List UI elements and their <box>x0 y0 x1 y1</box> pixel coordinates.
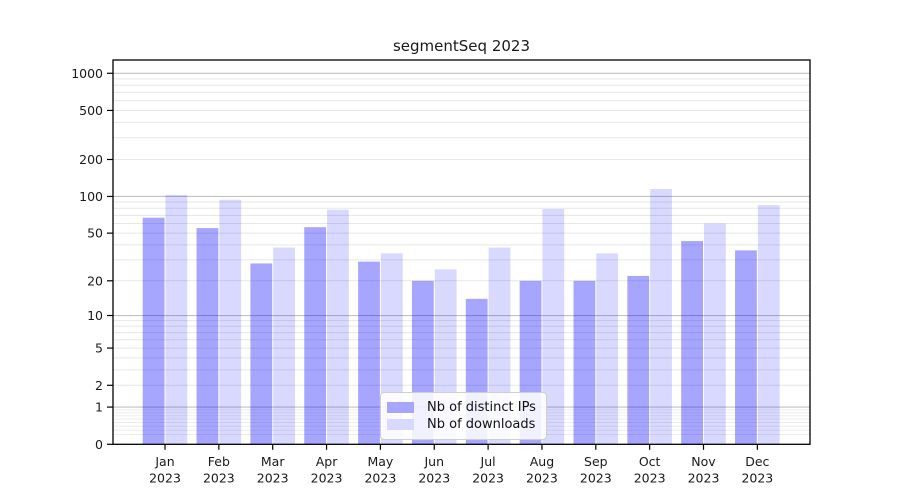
x-tick-year-oct: 2023 <box>634 470 666 485</box>
x-tick-label-nov: Nov <box>691 454 716 469</box>
x-tick-label-jan: Jan <box>154 454 174 469</box>
bar-oct-downloads <box>650 189 672 445</box>
bar-apr-downloads <box>327 209 349 445</box>
legend-label-downloads: Nb of downloads <box>427 416 536 432</box>
bar-aug-downloads <box>542 208 565 445</box>
legend-swatch-downloads <box>387 419 414 430</box>
y-tick-label-2: 2 <box>95 378 103 393</box>
y-tick-label-10: 10 <box>87 308 103 323</box>
y-tick-label-200: 200 <box>79 152 103 167</box>
bar-feb-downloads <box>219 199 242 445</box>
bar-mar-distinct-ips <box>250 263 273 445</box>
bar-jan-downloads <box>165 194 188 445</box>
bar-dec-distinct-ips <box>735 250 757 445</box>
legend-entry-downloads: Nb of downloads <box>387 417 538 433</box>
x-tick-label-oct: Oct <box>639 454 661 469</box>
x-tick-label-sep: Sep <box>584 454 608 469</box>
x-tick-label-jun: Jun <box>423 454 444 469</box>
x-tick-label-aug: Aug <box>530 454 554 469</box>
bar-dec-downloads <box>757 205 780 445</box>
y-tick-label-100: 100 <box>79 189 103 204</box>
x-tick-label-may: May <box>367 454 393 469</box>
bar-nov-distinct-ips <box>681 241 703 445</box>
x-tick-year-may: 2023 <box>364 470 396 485</box>
x-tick-label-mar: Mar <box>261 454 285 469</box>
x-tick-year-feb: 2023 <box>203 470 235 485</box>
y-tick-label-0: 0 <box>95 437 103 452</box>
bar-apr-distinct-ips <box>304 227 327 445</box>
y-tick-label-500: 500 <box>79 103 103 118</box>
x-tick-year-dec: 2023 <box>741 470 773 485</box>
legend-entry-distinct-ips: Nb of distinct IPs <box>387 400 538 416</box>
bar-may-distinct-ips <box>358 261 380 445</box>
x-tick-year-jul: 2023 <box>472 470 504 485</box>
chart-title: segmentSeq 2023 <box>392 37 530 55</box>
bar-jan-distinct-ips <box>142 217 165 445</box>
legend-swatch-distinct-ips <box>387 402 414 413</box>
legend: Nb of distinct IPs Nb of downloads <box>380 392 547 440</box>
bar-mar-downloads <box>273 247 295 445</box>
bar-nov-downloads <box>704 223 726 445</box>
x-tick-year-sep: 2023 <box>580 470 612 485</box>
x-tick-label-dec: Dec <box>745 454 769 469</box>
x-tick-label-apr: Apr <box>316 454 338 469</box>
x-tick-year-apr: 2023 <box>311 470 343 485</box>
legend-label-distinct-ips: Nb of distinct IPs <box>427 399 536 415</box>
x-tick-year-nov: 2023 <box>688 470 720 485</box>
bar-sep-distinct-ips <box>573 280 596 445</box>
x-tick-year-aug: 2023 <box>526 470 558 485</box>
y-tick-label-1000: 1000 <box>71 66 103 81</box>
x-tick-label-feb: Feb <box>208 454 230 469</box>
y-tick-label-20: 20 <box>87 273 103 288</box>
y-tick-label-1: 1 <box>95 400 103 415</box>
plot-border <box>112 59 811 445</box>
y-tick-label-5: 5 <box>95 341 103 356</box>
x-tick-year-jan: 2023 <box>149 470 181 485</box>
y-tick-label-50: 50 <box>87 226 103 241</box>
x-tick-label-jul: Jul <box>480 454 496 469</box>
x-tick-year-jun: 2023 <box>418 470 450 485</box>
bar-feb-distinct-ips <box>196 228 219 445</box>
bar-sep-downloads <box>596 253 619 445</box>
x-tick-year-mar: 2023 <box>257 470 289 485</box>
bar-oct-distinct-ips <box>627 275 650 445</box>
